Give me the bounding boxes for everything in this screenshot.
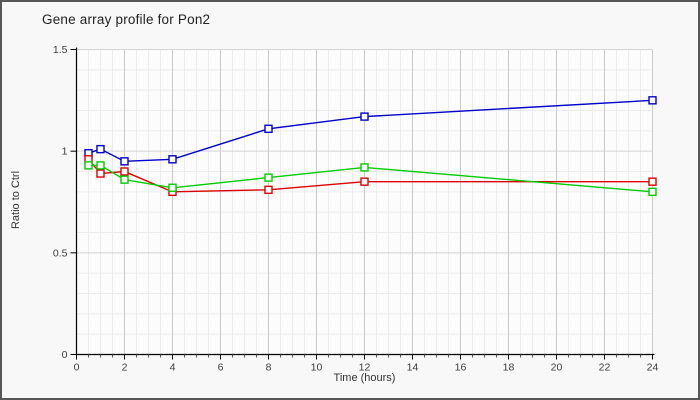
y-tick-label: 1.5 bbox=[53, 44, 68, 56]
x-axis-label: Time (hours) bbox=[333, 372, 396, 384]
red-series-marker bbox=[648, 177, 657, 186]
red-series-marker bbox=[360, 177, 369, 186]
x-tick-label: 16 bbox=[455, 362, 467, 374]
x-tick-label: 14 bbox=[407, 362, 419, 374]
green-series-marker bbox=[360, 163, 369, 172]
x-tick-label: 22 bbox=[599, 362, 611, 374]
blue-series-marker bbox=[168, 155, 177, 164]
x-tick-label: 20 bbox=[551, 362, 563, 374]
red-series-marker bbox=[96, 169, 105, 178]
x-tick-label: 6 bbox=[218, 362, 224, 374]
y-tick-label: 0 bbox=[62, 349, 68, 361]
x-tick-label: 8 bbox=[266, 362, 272, 374]
blue-series-marker bbox=[648, 96, 657, 105]
x-tick-label: 18 bbox=[503, 362, 515, 374]
blue-series-marker bbox=[96, 144, 105, 154]
x-tick-label: 10 bbox=[311, 362, 323, 374]
green-series-marker bbox=[264, 173, 273, 182]
blue-series-marker bbox=[360, 112, 369, 121]
red-series-marker bbox=[120, 167, 129, 176]
x-tick-label: 0 bbox=[74, 362, 80, 374]
blue-series-marker bbox=[120, 157, 129, 166]
blue-series-marker bbox=[264, 124, 273, 134]
x-tick-label: 24 bbox=[647, 362, 659, 374]
green-series-marker bbox=[168, 183, 177, 192]
x-tick-label: 2 bbox=[122, 362, 128, 374]
green-series-marker bbox=[648, 187, 657, 197]
x-tick-label: 12 bbox=[359, 362, 371, 374]
x-tick-label: 4 bbox=[170, 362, 176, 374]
red-series-marker bbox=[264, 185, 273, 195]
green-series-marker bbox=[84, 161, 93, 170]
chart-title: Gene array profile for Pon2 bbox=[42, 12, 211, 27]
green-series-marker bbox=[120, 175, 129, 184]
y-tick-label: 0.5 bbox=[53, 247, 68, 259]
y-tick-label: 1 bbox=[62, 146, 68, 158]
green-series-marker bbox=[96, 161, 105, 170]
